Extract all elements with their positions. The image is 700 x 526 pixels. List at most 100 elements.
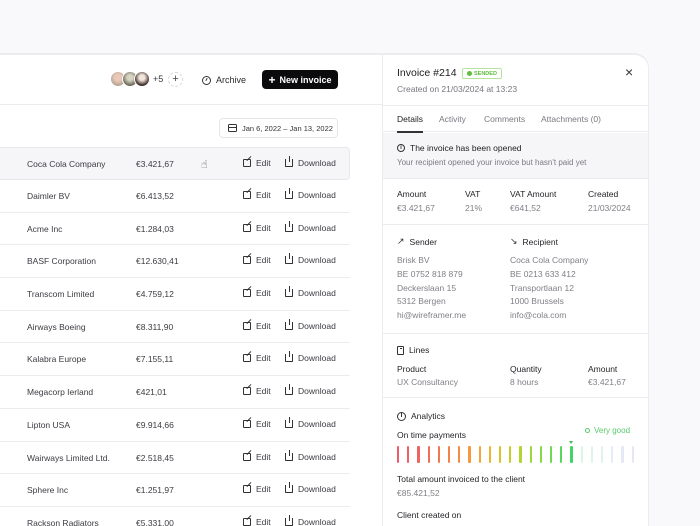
- vat-amount-label: VAT Amount: [510, 189, 557, 199]
- clock-icon: [202, 75, 211, 85]
- archive-button[interactable]: Archive: [202, 71, 246, 89]
- client-name: Daimler BV: [27, 191, 70, 201]
- edit-icon: [243, 517, 251, 526]
- download-label: Download: [298, 158, 336, 168]
- avatar[interactable]: [134, 71, 150, 87]
- add-member-button[interactable]: +: [168, 72, 183, 87]
- notice-title: The invoice has been opened: [410, 143, 522, 153]
- download-icon: [285, 220, 293, 232]
- table-row[interactable]: Rackson Radiators €5.331,00 Edit Download: [0, 507, 350, 526]
- edit-icon: [243, 354, 251, 363]
- created-label: Created: [588, 189, 619, 199]
- edit-button[interactable]: Edit: [243, 517, 271, 526]
- rating-label: Very good: [594, 426, 631, 435]
- tab-attachments[interactable]: Attachments (0): [541, 114, 601, 124]
- sender-line: BE 0752 818 879: [397, 269, 463, 279]
- more-members-count[interactable]: +5: [153, 74, 164, 84]
- score-bar: [550, 446, 553, 463]
- amount-value: €3.421,67: [397, 203, 435, 213]
- edit-button[interactable]: Edit: [243, 484, 271, 494]
- date-range-picker[interactable]: Jan 6, 2022 – Jan 13, 2022: [219, 118, 338, 138]
- new-invoice-button[interactable]: + New invoice: [262, 70, 338, 89]
- edit-label: Edit: [256, 386, 271, 397]
- table-row[interactable]: Megacorp Ierland €421,01 Edit Download: [0, 376, 350, 409]
- table-row[interactable]: Daimler BV €6.413,52 Edit Download: [0, 180, 350, 213]
- amount-label: Amount: [397, 189, 427, 199]
- edit-icon: [243, 387, 251, 396]
- edit-label: Edit: [256, 288, 271, 299]
- download-button[interactable]: Download: [285, 482, 336, 495]
- download-button[interactable]: Download: [285, 351, 336, 363]
- table-row[interactable]: BASF Corporation €12.630,41 Edit Download: [0, 245, 350, 279]
- download-button[interactable]: Download: [285, 220, 336, 233]
- edit-icon: [243, 321, 251, 330]
- notice-text: Your recipient opened your invoice but h…: [397, 158, 587, 167]
- invoice-created-subtitle: Created on 21/03/2024 at 13:23: [397, 84, 518, 94]
- edit-button[interactable]: Edit: [243, 158, 271, 168]
- date-range-label: Jan 6, 2022 – Jan 13, 2022: [242, 123, 333, 133]
- client-name: Acme Inc: [27, 223, 63, 234]
- invoice-amount: €2.518,45: [136, 452, 174, 463]
- edit-icon: [243, 419, 251, 428]
- download-button[interactable]: Download: [285, 156, 336, 168]
- invoice-amount: €3.421,67: [136, 159, 174, 169]
- download-button[interactable]: Download: [285, 253, 336, 266]
- created-value: 21/03/2024: [588, 203, 631, 213]
- download-icon: [285, 384, 293, 396]
- edit-button[interactable]: Edit: [243, 255, 271, 265]
- score-bar: [499, 446, 502, 463]
- invoice-amount: €6.413,52: [136, 191, 174, 201]
- table-row[interactable]: Kalabra Europe €7.155,11 Edit Download: [0, 343, 350, 377]
- table-row[interactable]: Airways Boeing €8.311,90 Edit Download: [0, 311, 350, 344]
- tab-activity[interactable]: Activity: [439, 114, 466, 124]
- table-row[interactable]: Lipton USA €9.914,66 Edit Download: [0, 409, 350, 442]
- table-row[interactable]: Transcom Limited €4.759,12 Edit Download: [0, 278, 350, 311]
- recipient-heading: ↘ Recipient: [510, 236, 558, 247]
- download-button[interactable]: Download: [285, 449, 336, 462]
- download-button[interactable]: Download: [285, 188, 336, 200]
- table-row[interactable]: Wairways Limited Ltd. €2.518,45 Edit Downlo…: [0, 442, 350, 475]
- edit-button[interactable]: Edit: [243, 419, 271, 429]
- edit-icon: [243, 191, 251, 199]
- client-name: Lipton USA: [27, 419, 70, 430]
- client-name: Sphere Inc: [27, 485, 69, 496]
- table-row[interactable]: Acme Inc €1.284,03 Edit Download: [0, 213, 350, 246]
- client-name: Coca Cola Company: [27, 159, 106, 169]
- download-button[interactable]: Download: [285, 416, 336, 429]
- download-button[interactable]: Download: [285, 384, 336, 396]
- status-badge: SENDED: [462, 68, 502, 79]
- edit-button[interactable]: Edit: [243, 190, 271, 200]
- edit-button[interactable]: Edit: [243, 386, 271, 396]
- recipient-line: 1000 Brussels: [510, 296, 564, 306]
- score-bar: [590, 446, 593, 463]
- edit-label: Edit: [256, 255, 271, 266]
- team-avatars[interactable]: +5: [110, 71, 163, 87]
- close-icon[interactable]: ×: [625, 64, 634, 80]
- invoice-table: Coca Cola Company €3.421,67 ☝ Edit Download D…: [0, 147, 350, 526]
- edit-button[interactable]: Edit: [243, 321, 271, 331]
- download-button[interactable]: Download: [285, 318, 336, 331]
- tab-comments[interactable]: Comments: [484, 114, 526, 124]
- invoice-amount: €12.630,41: [136, 256, 179, 267]
- score-bar: [407, 446, 410, 463]
- score-marker-icon: [568, 441, 573, 444]
- download-label: Download: [298, 484, 336, 495]
- tab-details[interactable]: Details: [397, 114, 423, 133]
- score-bar: [437, 446, 440, 463]
- edit-button[interactable]: Edit: [243, 452, 271, 462]
- score-bar: [601, 446, 604, 463]
- download-button[interactable]: Download: [285, 286, 336, 298]
- edit-icon: [243, 485, 251, 494]
- table-row[interactable]: Coca Cola Company €3.421,67 ☝ Edit Download: [0, 147, 350, 180]
- invoice-amount: €1.284,03: [136, 223, 174, 234]
- download-icon: [285, 318, 293, 330]
- table-row[interactable]: Sphere Inc €1.251,97 Edit Download: [0, 474, 350, 507]
- edit-button[interactable]: Edit: [243, 223, 271, 233]
- edit-button[interactable]: Edit: [243, 353, 271, 363]
- download-label: Download: [298, 255, 336, 266]
- edit-button[interactable]: Edit: [243, 288, 271, 298]
- plus-icon: +: [268, 72, 276, 87]
- download-button[interactable]: Download: [285, 514, 336, 526]
- download-label: Download: [298, 190, 336, 200]
- calendar-icon: [228, 124, 237, 132]
